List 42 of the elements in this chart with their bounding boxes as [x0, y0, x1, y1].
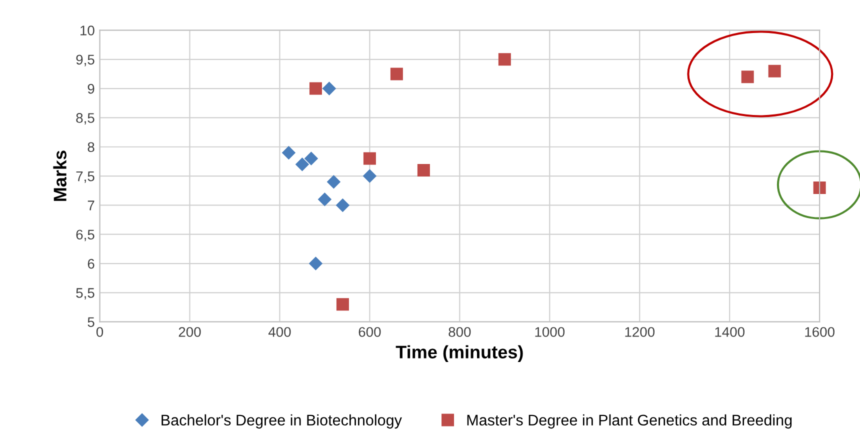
y-tick-label: 5,5: [76, 288, 94, 300]
point: [296, 158, 309, 171]
y-tick-label: 7: [88, 200, 94, 210]
y-tick-label: 9: [88, 84, 94, 94]
point: [390, 68, 403, 80]
point: [309, 82, 322, 95]
point: [282, 146, 296, 160]
y-tick-label: 6,5: [76, 230, 94, 242]
legend-label: Master's Degree in Plant Genetics and Breeding: [467, 414, 792, 429]
point: [363, 169, 376, 183]
y-tick-label: 8: [88, 142, 94, 152]
point: [741, 70, 754, 84]
x-tick-label: 1200: [625, 327, 655, 337]
x-tick-label: 0: [96, 327, 104, 337]
x-tick-label: 400: [268, 327, 291, 337]
point: [322, 82, 336, 96]
point: [498, 53, 511, 66]
x-tick-label: 800: [448, 327, 471, 337]
point: [768, 64, 781, 78]
point: [327, 175, 340, 188]
x-tick-label: 1600: [805, 327, 834, 337]
x-axis-title: Time (minutes): [396, 345, 523, 362]
x-tick-label: 600: [358, 327, 381, 337]
point: [336, 298, 349, 311]
y-tick-label: 8,5: [76, 113, 94, 125]
legend-label: Bachelor's Degree in Biotechnology: [162, 414, 402, 429]
y-tick-label: 10: [80, 26, 94, 36]
point: [309, 256, 322, 270]
x-tick-label: 1400: [715, 327, 745, 337]
point: [318, 192, 332, 206]
point: [336, 198, 350, 212]
x-tick-label: 200: [178, 327, 201, 337]
x-tick-label: 1000: [535, 327, 565, 337]
y-tick-label: 6: [88, 258, 94, 269]
point: [363, 152, 376, 165]
y-tick-label: 9,5: [76, 54, 94, 66]
y-tick-label: 7,5: [76, 172, 94, 183]
y-tick-label: 5: [88, 317, 94, 328]
point: [304, 152, 318, 166]
y-axis-title: Marks: [53, 150, 66, 201]
point: [417, 164, 430, 176]
point: [813, 181, 826, 194]
